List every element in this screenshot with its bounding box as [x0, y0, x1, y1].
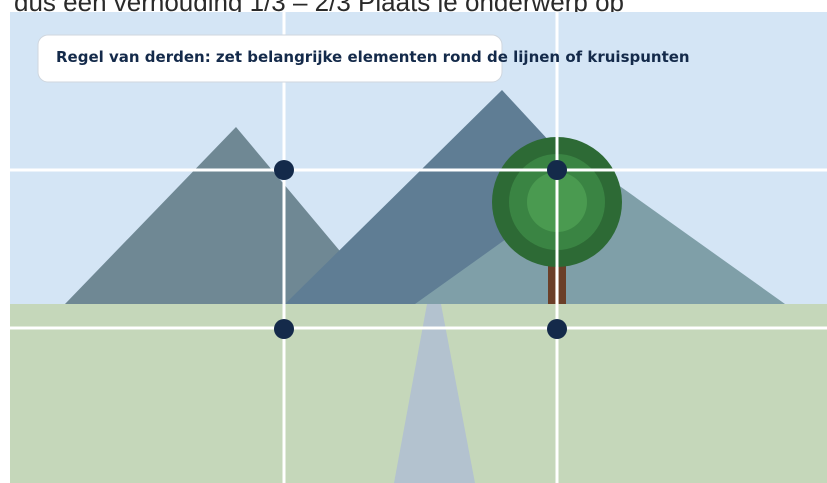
- intersection-dot: [547, 319, 567, 339]
- slide: dus een verhouding 1/3 – 2/3 Plaats je o…: [0, 0, 827, 483]
- intersection-dot: [274, 160, 294, 180]
- intersection-dot: [274, 319, 294, 339]
- scene: [10, 12, 827, 483]
- intersection-dot: [547, 160, 567, 180]
- label-text: Regel van derden: zet belangrijke elemen…: [56, 48, 690, 66]
- page: {"header": {"text": "dus een verhouding …: [0, 0, 827, 483]
